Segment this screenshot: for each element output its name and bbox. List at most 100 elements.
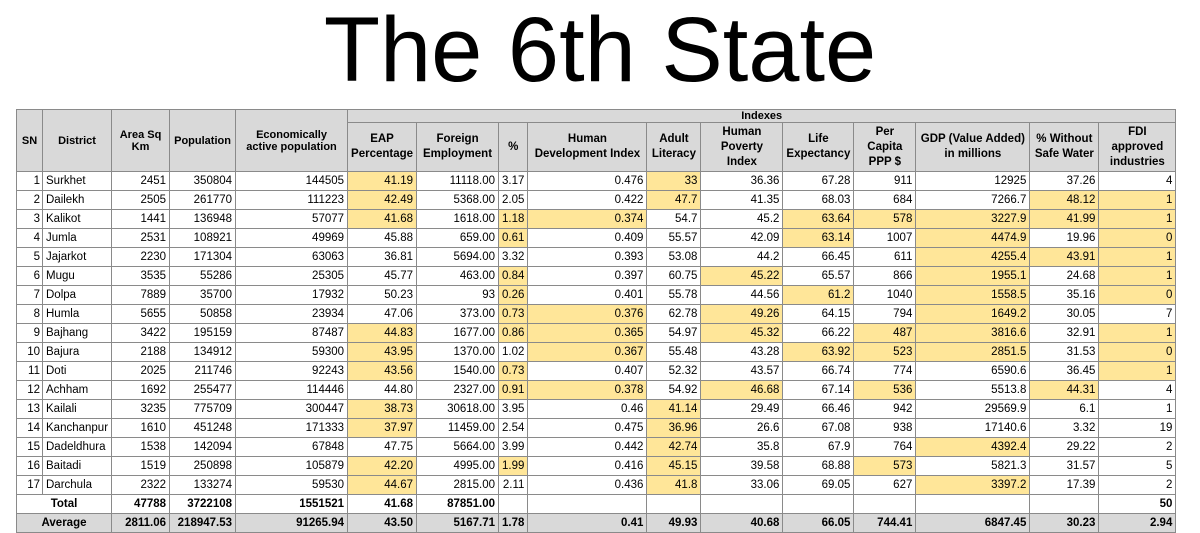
average-row: Average 2811.06 218947.53 91265.94 43.50 5167…: [15, 513, 1177, 533]
cell-gdp: 3227.9: [915, 209, 1031, 229]
cell-hpi: 45.22: [700, 266, 784, 286]
cell-area: 47788: [111, 494, 171, 514]
cell-eap-percentage: 45.77: [347, 266, 418, 286]
cell-hdi: 0.46: [527, 399, 648, 419]
header-district: District: [41, 109, 113, 172]
cell-gdp: 5513.8: [915, 380, 1031, 400]
cell-safe-water: 36.45: [1029, 361, 1100, 381]
cell-area: 7889: [111, 285, 171, 305]
cell-eap-percentage: 44.80: [347, 380, 418, 400]
cell-safe-water: 29.22: [1029, 437, 1100, 457]
cell-foreign-employment: 30618.00: [416, 399, 500, 419]
cell-district: Doti: [41, 361, 113, 381]
cell-safe-water: 19.96: [1029, 228, 1100, 248]
cell-hdi: 0.401: [527, 285, 648, 305]
cell-district: Jajarkot: [41, 247, 113, 267]
cell-district: Bajura: [41, 342, 113, 362]
cell-area: 1441: [111, 209, 171, 229]
table-row: 13 Kailali 3235 775709 300447 38.73 30618.00 3.…: [16, 399, 1177, 419]
cell-gdp: 2851.5: [915, 342, 1031, 362]
cell-eap: 91265.94: [235, 513, 349, 533]
header-hpi: Human Poverty Index: [700, 122, 784, 172]
cell-hpi: 44.56: [700, 285, 784, 305]
cell-life-expectancy: 63.64: [782, 209, 855, 229]
cell-life-expectancy: 66.74: [782, 361, 855, 381]
cell-adult-literacy: 54.7: [646, 209, 702, 229]
table-row: 12 Achham 1692 255477 114446 44.80 2327.00 0.91…: [16, 380, 1177, 400]
cell-area: 2451: [111, 171, 171, 191]
cell-percent: 0.26: [498, 285, 529, 305]
cell-population: 108921: [169, 228, 237, 248]
cell-eap: 114446: [235, 380, 349, 400]
cell-district: Dolpa: [41, 285, 113, 305]
header-safe-water: % Without Safe Water: [1029, 122, 1100, 172]
cell-population: 451248: [169, 418, 237, 438]
cell-safe-water: 30.23: [1029, 513, 1100, 533]
cell-hdi: 0.365: [527, 323, 648, 343]
cell-foreign-employment: 1540.00: [416, 361, 500, 381]
cell-eap: 300447: [235, 399, 349, 419]
cell-population: 50858: [169, 304, 237, 324]
header-area: Area Sq Km: [111, 109, 171, 172]
header-hdi: Human Development Index: [527, 122, 648, 172]
cell-sn: 6: [16, 266, 43, 286]
cell-fdi: 1: [1098, 247, 1177, 267]
cell-fdi: 50: [1098, 494, 1177, 514]
cell-per-capita: 774: [853, 361, 917, 381]
cell-foreign-employment: 11118.00: [416, 171, 500, 191]
cell-fdi: 2: [1098, 437, 1177, 457]
cell-life-expectancy: 63.14: [782, 228, 855, 248]
cell-eap-percentage: 50.23: [347, 285, 418, 305]
cell-sn: 7: [16, 285, 43, 305]
cell-hdi: 0.393: [527, 247, 648, 267]
cell-district: Dailekh: [41, 190, 113, 210]
cell-safe-water: 35.16: [1029, 285, 1100, 305]
cell-adult-literacy: 52.32: [646, 361, 702, 381]
cell-area: 1538: [111, 437, 171, 457]
cell-hpi: 49.26: [700, 304, 784, 324]
cell-population: 142094: [169, 437, 237, 457]
cell-area: 1610: [111, 418, 171, 438]
cell-percent: 3.17: [498, 171, 529, 191]
cell-foreign-employment: 1370.00: [416, 342, 500, 362]
cell-district: Mugu: [41, 266, 113, 286]
cell-district: Jumla: [41, 228, 113, 248]
cell-foreign-employment: 4995.00: [416, 456, 500, 476]
cell-adult-literacy: 55.48: [646, 342, 702, 362]
cell-fdi: 7: [1098, 304, 1177, 324]
cell-eap-percentage: 42.20: [347, 456, 418, 476]
cell-sn: 10: [16, 342, 43, 362]
cell-district: Baitadi: [41, 456, 113, 476]
cell-hdi: 0.422: [527, 190, 648, 210]
cell-fdi: 1: [1098, 266, 1177, 286]
cell-eap-percentage: 45.88: [347, 228, 418, 248]
cell-gdp: 1955.1: [915, 266, 1031, 286]
cell-population: 171304: [169, 247, 237, 267]
cell-percent: 2.11: [498, 475, 529, 495]
table-row: 6 Mugu 3535 55286 25305 45.77 463.00 0.84 0.397 6…: [16, 266, 1177, 286]
header-life-expectancy: Life Expectancy: [782, 122, 855, 172]
cell-percent: [498, 494, 529, 514]
cell-safe-water: 41.99: [1029, 209, 1100, 229]
cell-percent: 1.02: [498, 342, 529, 362]
cell-hpi: 44.2: [700, 247, 784, 267]
header-gdp: GDP (Value Added) in millions: [915, 122, 1031, 172]
cell-hdi: 0.397: [527, 266, 648, 286]
total-label: Total: [15, 494, 113, 514]
cell-area: 1519: [111, 456, 171, 476]
cell-population: 136948: [169, 209, 237, 229]
cell-fdi: 1: [1098, 323, 1177, 343]
cell-area: 2505: [111, 190, 171, 210]
cell-eap-percentage: 41.68: [347, 494, 418, 514]
cell-population: 255477: [169, 380, 237, 400]
cell-hdi: 0.407: [527, 361, 648, 381]
cell-life-expectancy: 66.22: [782, 323, 855, 343]
cell-population: 218947.53: [169, 513, 237, 533]
cell-fdi: 0: [1098, 228, 1177, 248]
cell-eap: 111223: [235, 190, 349, 210]
cell-sn: 17: [16, 475, 43, 495]
cell-eap: 171333: [235, 418, 349, 438]
cell-percent: 0.86: [498, 323, 529, 343]
cell-life-expectancy: 61.2: [782, 285, 855, 305]
cell-foreign-employment: 5368.00: [416, 190, 500, 210]
